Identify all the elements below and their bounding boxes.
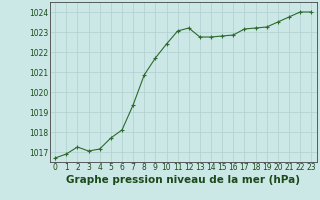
X-axis label: Graphe pression niveau de la mer (hPa): Graphe pression niveau de la mer (hPa) — [66, 175, 300, 185]
